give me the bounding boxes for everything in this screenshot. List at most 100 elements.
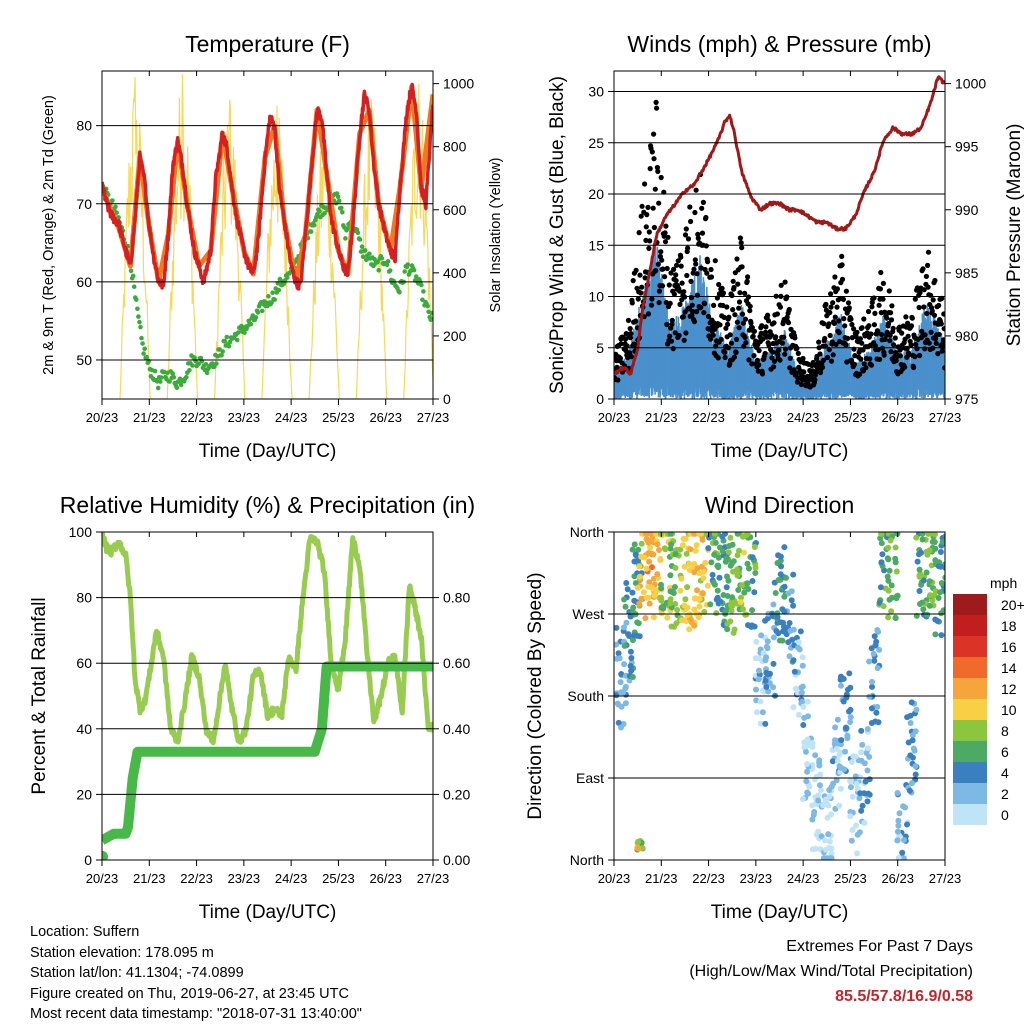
gust-point [886,288,892,294]
gust-point [884,315,890,321]
direction-point [822,837,828,844]
plot-area-1 [102,74,433,399]
direction-point [723,584,730,591]
gust-point [698,265,704,271]
direction-point [763,654,770,661]
gust-point [808,372,815,378]
direction-point [770,634,777,641]
dewpoint-point [196,361,201,367]
colorbar-label: 18 [1001,618,1017,634]
gust-point [663,299,669,306]
gust-point [636,230,642,236]
gust-point [842,323,848,329]
direction-point [887,537,894,544]
gust-point [687,204,693,210]
chart-title: Temperature (F) [185,31,350,57]
gust-point [733,349,739,355]
dewpoint-point [226,343,232,349]
direction-point [786,620,793,626]
direction-point [909,732,916,739]
gust-point [782,279,788,285]
y2-tick-label: 400 [443,265,467,281]
direction-point [623,619,630,626]
direction-point [683,550,690,557]
direction-point [895,855,902,860]
gust-point [690,309,696,315]
direction-point [849,827,856,833]
gust-point [899,330,905,336]
direction-point [931,539,938,545]
x-tick-label: 22/23 [692,871,725,886]
direction-point [868,705,875,712]
direction-series [614,532,945,860]
direction-point [651,592,658,599]
direction-point [818,833,825,840]
colorbar-title: mph [990,575,1017,591]
y2-tick-label: 995 [955,139,979,155]
direction-point [691,595,698,602]
direction-point [678,575,685,582]
direction-point [938,632,945,639]
direction-point [755,676,762,683]
direction-point [758,632,765,639]
dewpoint-point [272,297,278,302]
direction-point [737,599,744,606]
gust-point [668,338,675,344]
gust-point [921,287,927,293]
gust-point [770,349,776,355]
dewpoint-point [385,259,391,264]
direction-point [774,614,781,620]
gust-point [887,338,893,344]
direction-point [634,584,641,591]
direction-point [638,540,645,547]
gust-point [717,322,723,328]
chart-title: Relative Humidity (%) & Precipitation (i… [60,492,475,518]
gust-point [734,256,740,262]
direction-point [856,795,863,802]
x-tick-label: 26/23 [881,871,914,886]
direction-point [895,822,902,829]
x-tick-label: 23/23 [228,410,261,425]
x-tick-label: 21/23 [645,871,678,886]
direction-point [751,589,758,596]
direction-point [858,727,865,734]
gust-point [936,331,942,337]
direction-point [857,790,864,797]
direction-point [812,752,819,759]
gust-point [929,308,935,314]
gust-point [739,264,745,270]
direction-point [932,532,938,538]
direction-point [648,584,655,591]
direction-point [635,845,642,852]
direction-point [753,709,760,716]
direction-point [752,570,759,576]
direction-point [801,714,808,721]
direction-point [623,580,630,586]
gust-point [879,332,885,338]
direction-point [777,619,784,626]
direction-point [640,589,647,596]
gust-point [750,333,756,339]
dewpoint-point [411,267,417,273]
dewpoint-point [266,294,271,299]
direction-point [727,618,734,625]
gust-point [627,326,633,332]
gust-point [723,325,729,331]
gust-point [756,348,762,354]
y-axis-label: 2m & 9m T (Red, Orange) & 2m Td (Green) [41,95,57,375]
gust-point [787,355,793,361]
gust-point [703,243,709,249]
gust-point [887,332,893,338]
gust-point [872,310,878,316]
direction-point [938,580,945,586]
gust-point [643,224,649,230]
gust-point [699,230,706,236]
dewpoint-point [220,349,225,354]
gust-point [654,105,660,111]
colorbar-swatch [953,783,987,804]
direction-point [939,539,945,545]
gust-point [748,320,754,326]
dewpoint-point [224,334,230,340]
x-tick-label: 26/23 [369,410,402,425]
x-tick-label: 25/23 [322,871,355,886]
